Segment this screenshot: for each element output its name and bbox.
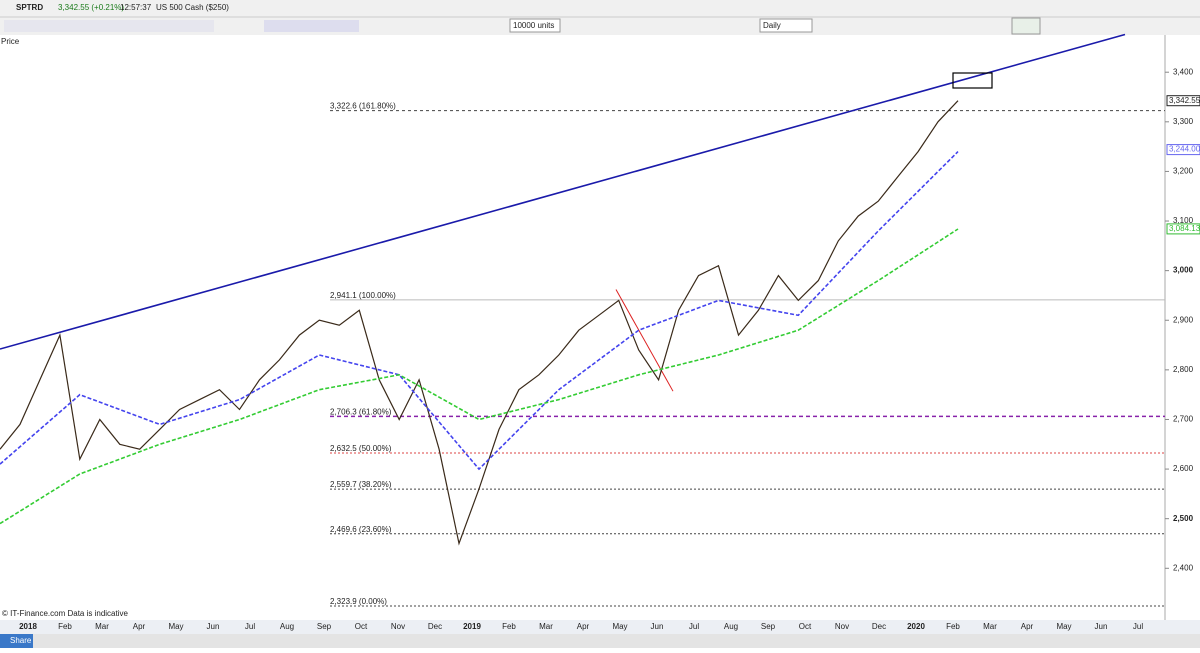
fib-label: 2,706.3 (61.80%) [330,407,392,416]
x-tick-label: May [612,622,627,631]
units-select[interactable] [509,18,561,33]
x-tick-label: Apr [577,622,590,631]
x-tick-label: Nov [391,622,405,631]
x-tick-label: Jun [1095,622,1108,631]
price-tag-label: 3,342.55 [1169,96,1200,105]
x-tick-label: Aug [724,622,738,631]
fib-label: 2,632.5 (50.00%) [330,444,392,453]
x-tick-label: Jun [651,622,664,631]
y-tick-label: 3,400 [1173,67,1194,76]
price-tag [1166,95,1200,107]
x-tick-label: Jul [689,622,699,631]
x-tick-label: Jun [207,622,220,631]
x-tick-label: Dec [872,622,886,631]
fib-label: 2,941.1 (100.00%) [330,291,396,300]
annotation-box [952,72,993,89]
y-tick-label: 3,100 [1173,216,1194,225]
scrollbar[interactable] [0,634,1200,648]
x-tick-label: 2019 [463,622,481,631]
share: Share [10,636,32,645]
credit: © IT-Finance.com Data is indicative [2,609,128,618]
interval: Daily [763,21,781,30]
price-line [0,100,959,546]
time: 12:57:37 [120,3,152,12]
x-tick-label: Oct [799,622,812,631]
y-tick-label: 3,300 [1173,117,1194,126]
x-tick-label: May [168,622,183,631]
y-tick-label: 3,200 [1173,167,1194,176]
x-tick-label: Jul [1133,622,1143,631]
fib-label: 2,469.6 (23.60%) [330,525,392,534]
interval-select[interactable] [759,18,813,33]
x-tick-label: 2018 [19,622,37,631]
moving-average [0,151,959,471]
x-tick-label: Sep [317,622,332,631]
x-tick-label: Oct [355,622,368,631]
x-tick-label: Feb [502,622,516,631]
x-tick-label: Apr [1021,622,1034,631]
fib-label: 3,322.6 (161.80%) [330,102,396,111]
x-tick-label: Nov [835,622,849,631]
fib-label: 2,323.9 (0.00%) [330,597,387,606]
x-tick-label: Jul [245,622,255,631]
quote: 3,342.55 (+0.21%) [58,3,124,12]
x-tick-label: May [1056,622,1071,631]
share-button[interactable] [0,634,33,648]
y-axis-bg [1165,35,1200,620]
x-tick-label: Mar [983,622,997,631]
x-tick-label: Sep [761,622,776,631]
color-palette[interactable] [264,20,359,32]
price-label: Price [1,37,20,46]
y-tick-label: 3,000 [1173,266,1194,275]
price-tag-label: 3,244.00 [1169,145,1200,154]
instrument: US 500 Cash ($250) [156,3,229,12]
trendline [0,33,1126,350]
x-tick-label: Feb [58,622,72,631]
price-tag [1166,144,1200,156]
y-tick-label: 2,900 [1173,315,1194,324]
tools[interactable] [4,17,1041,35]
price-tag [1166,223,1200,235]
moving-average [0,228,959,525]
y-tick-label: 2,600 [1173,464,1194,473]
price-tag-label: 3,084.13 [1169,224,1200,233]
units: 10000 units [513,21,554,30]
x-tick-label: Mar [539,622,553,631]
x-axis-bg [0,620,1200,634]
short-trendline [615,289,674,392]
y-tick-label: 2,400 [1173,563,1194,572]
tool-icons[interactable] [4,20,214,32]
x-tick-label: Mar [95,622,109,631]
fib-label: 2,559.7 (38.20%) [330,480,392,489]
x-tick-label: Apr [133,622,146,631]
x-tick-label: Dec [428,622,442,631]
x-tick-label: 2020 [907,622,925,631]
y-tick-label: 2,700 [1173,415,1194,424]
y-tick-label: 2,800 [1173,365,1194,374]
y-tick-label: 2,500 [1173,514,1194,523]
x-tick-label: Aug [280,622,294,631]
chart-type[interactable] [1011,17,1041,35]
x-tick-label: Feb [946,622,960,631]
symbol[interactable]: SPTRD [16,3,43,12]
